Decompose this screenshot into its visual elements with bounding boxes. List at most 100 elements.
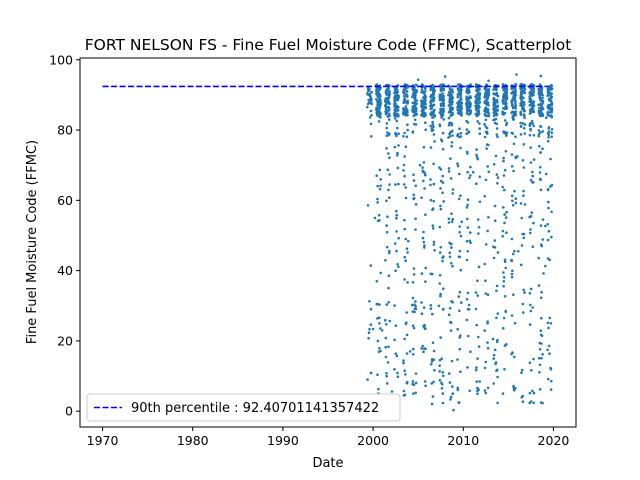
ffmc-point [433,249,436,252]
ffmc-point [458,249,462,253]
ffmc-point [416,78,420,82]
ffmc-point [450,212,453,215]
ffmc-point [513,249,516,253]
ffmc-point [492,382,496,385]
ffmc-point [447,123,451,127]
ffmc-point [466,198,470,201]
ffmc-point [438,251,442,254]
ffmc-point [458,105,462,108]
ffmc-point [468,389,472,393]
ffmc-point [414,184,418,188]
ffmc-point [550,110,553,113]
ffmc-point [431,224,435,227]
ffmc-point [532,134,536,137]
ffmc-point [387,152,390,155]
ffmc-point [442,255,445,258]
ffmc-point [550,128,554,131]
ffmc-point [522,288,525,292]
ffmc-point [433,89,436,93]
ffmc-point [431,120,434,124]
ffmc-point [405,311,409,314]
ffmc-point [447,116,451,120]
ffmc-point [505,88,509,91]
ffmc-point [459,98,463,101]
ffmc-point [456,164,460,168]
ffmc-point [404,105,408,108]
ffmc-point [478,122,481,125]
ffmc-point [467,334,470,338]
ffmc-point [376,373,379,377]
ffmc-point [547,91,550,95]
ffmc-point [529,287,533,291]
ffmc-point [396,263,399,266]
ffmc-point [465,258,469,262]
ffmc-point [495,173,499,176]
ffmc-point [396,126,399,130]
ffmc-point [421,236,425,240]
ffmc-point [546,321,550,325]
ffmc-point [438,96,442,99]
ffmc-point [522,96,525,100]
ffmc-point [519,202,523,205]
ffmc-point [429,198,433,202]
ffmc-point [550,183,554,187]
ffmc-point [493,239,497,242]
ffmc-point [368,300,371,303]
ffmc-point [458,347,462,351]
ffmc-point [538,171,542,174]
ffmc-point [377,120,381,123]
ffmc-point [528,292,532,295]
ffmc-point [396,375,400,379]
ffmc-point [550,135,553,138]
ffmc-point [441,259,444,263]
ffmc-point [424,173,427,177]
ffmc-point [486,91,489,94]
ffmc-point [460,107,464,110]
ffmc-point [405,90,409,93]
ffmc-point [477,96,481,100]
ffmc-point [406,94,409,98]
ffmc-point [385,134,389,137]
ffmc-point [529,303,532,307]
ffmc-point [501,185,505,189]
ffmc-point [402,90,406,94]
ffmc-point [503,221,506,225]
ffmc-point [547,326,550,330]
ffmc-point [413,114,416,117]
ffmc-point [521,400,525,404]
ffmc-point [475,156,479,159]
ffmc-point [487,216,490,219]
ffmc-point [466,366,469,369]
y-tick-label: 0 [65,404,73,419]
ffmc-point [537,134,541,138]
ffmc-point [485,108,488,112]
ffmc-point [459,135,463,138]
ffmc-point [379,112,382,115]
ffmc-point [375,88,378,91]
ffmc-point [493,246,497,249]
ffmc-point [394,352,398,356]
ffmc-point [379,98,382,101]
ffmc-point [438,358,442,362]
ffmc-point [442,94,445,98]
ffmc-point [440,109,444,113]
ffmc-point [458,225,462,228]
ffmc-point [414,94,417,98]
ffmc-point [476,392,479,396]
ffmc-point [547,200,550,204]
ffmc-point [477,335,480,339]
ffmc-point [429,304,433,307]
ffmc-point [476,218,480,221]
ffmc-point [519,104,522,107]
ffmc-point [388,156,391,159]
ffmc-point [411,110,415,114]
ffmc-point [376,113,380,116]
ffmc-point [396,151,399,155]
ffmc-point [502,327,505,330]
ffmc-point [385,102,389,105]
ffmc-point [521,105,524,109]
ffmc-point [493,109,497,113]
ffmc-point [504,92,508,96]
ffmc-point [522,127,526,130]
ffmc-point [386,109,389,113]
